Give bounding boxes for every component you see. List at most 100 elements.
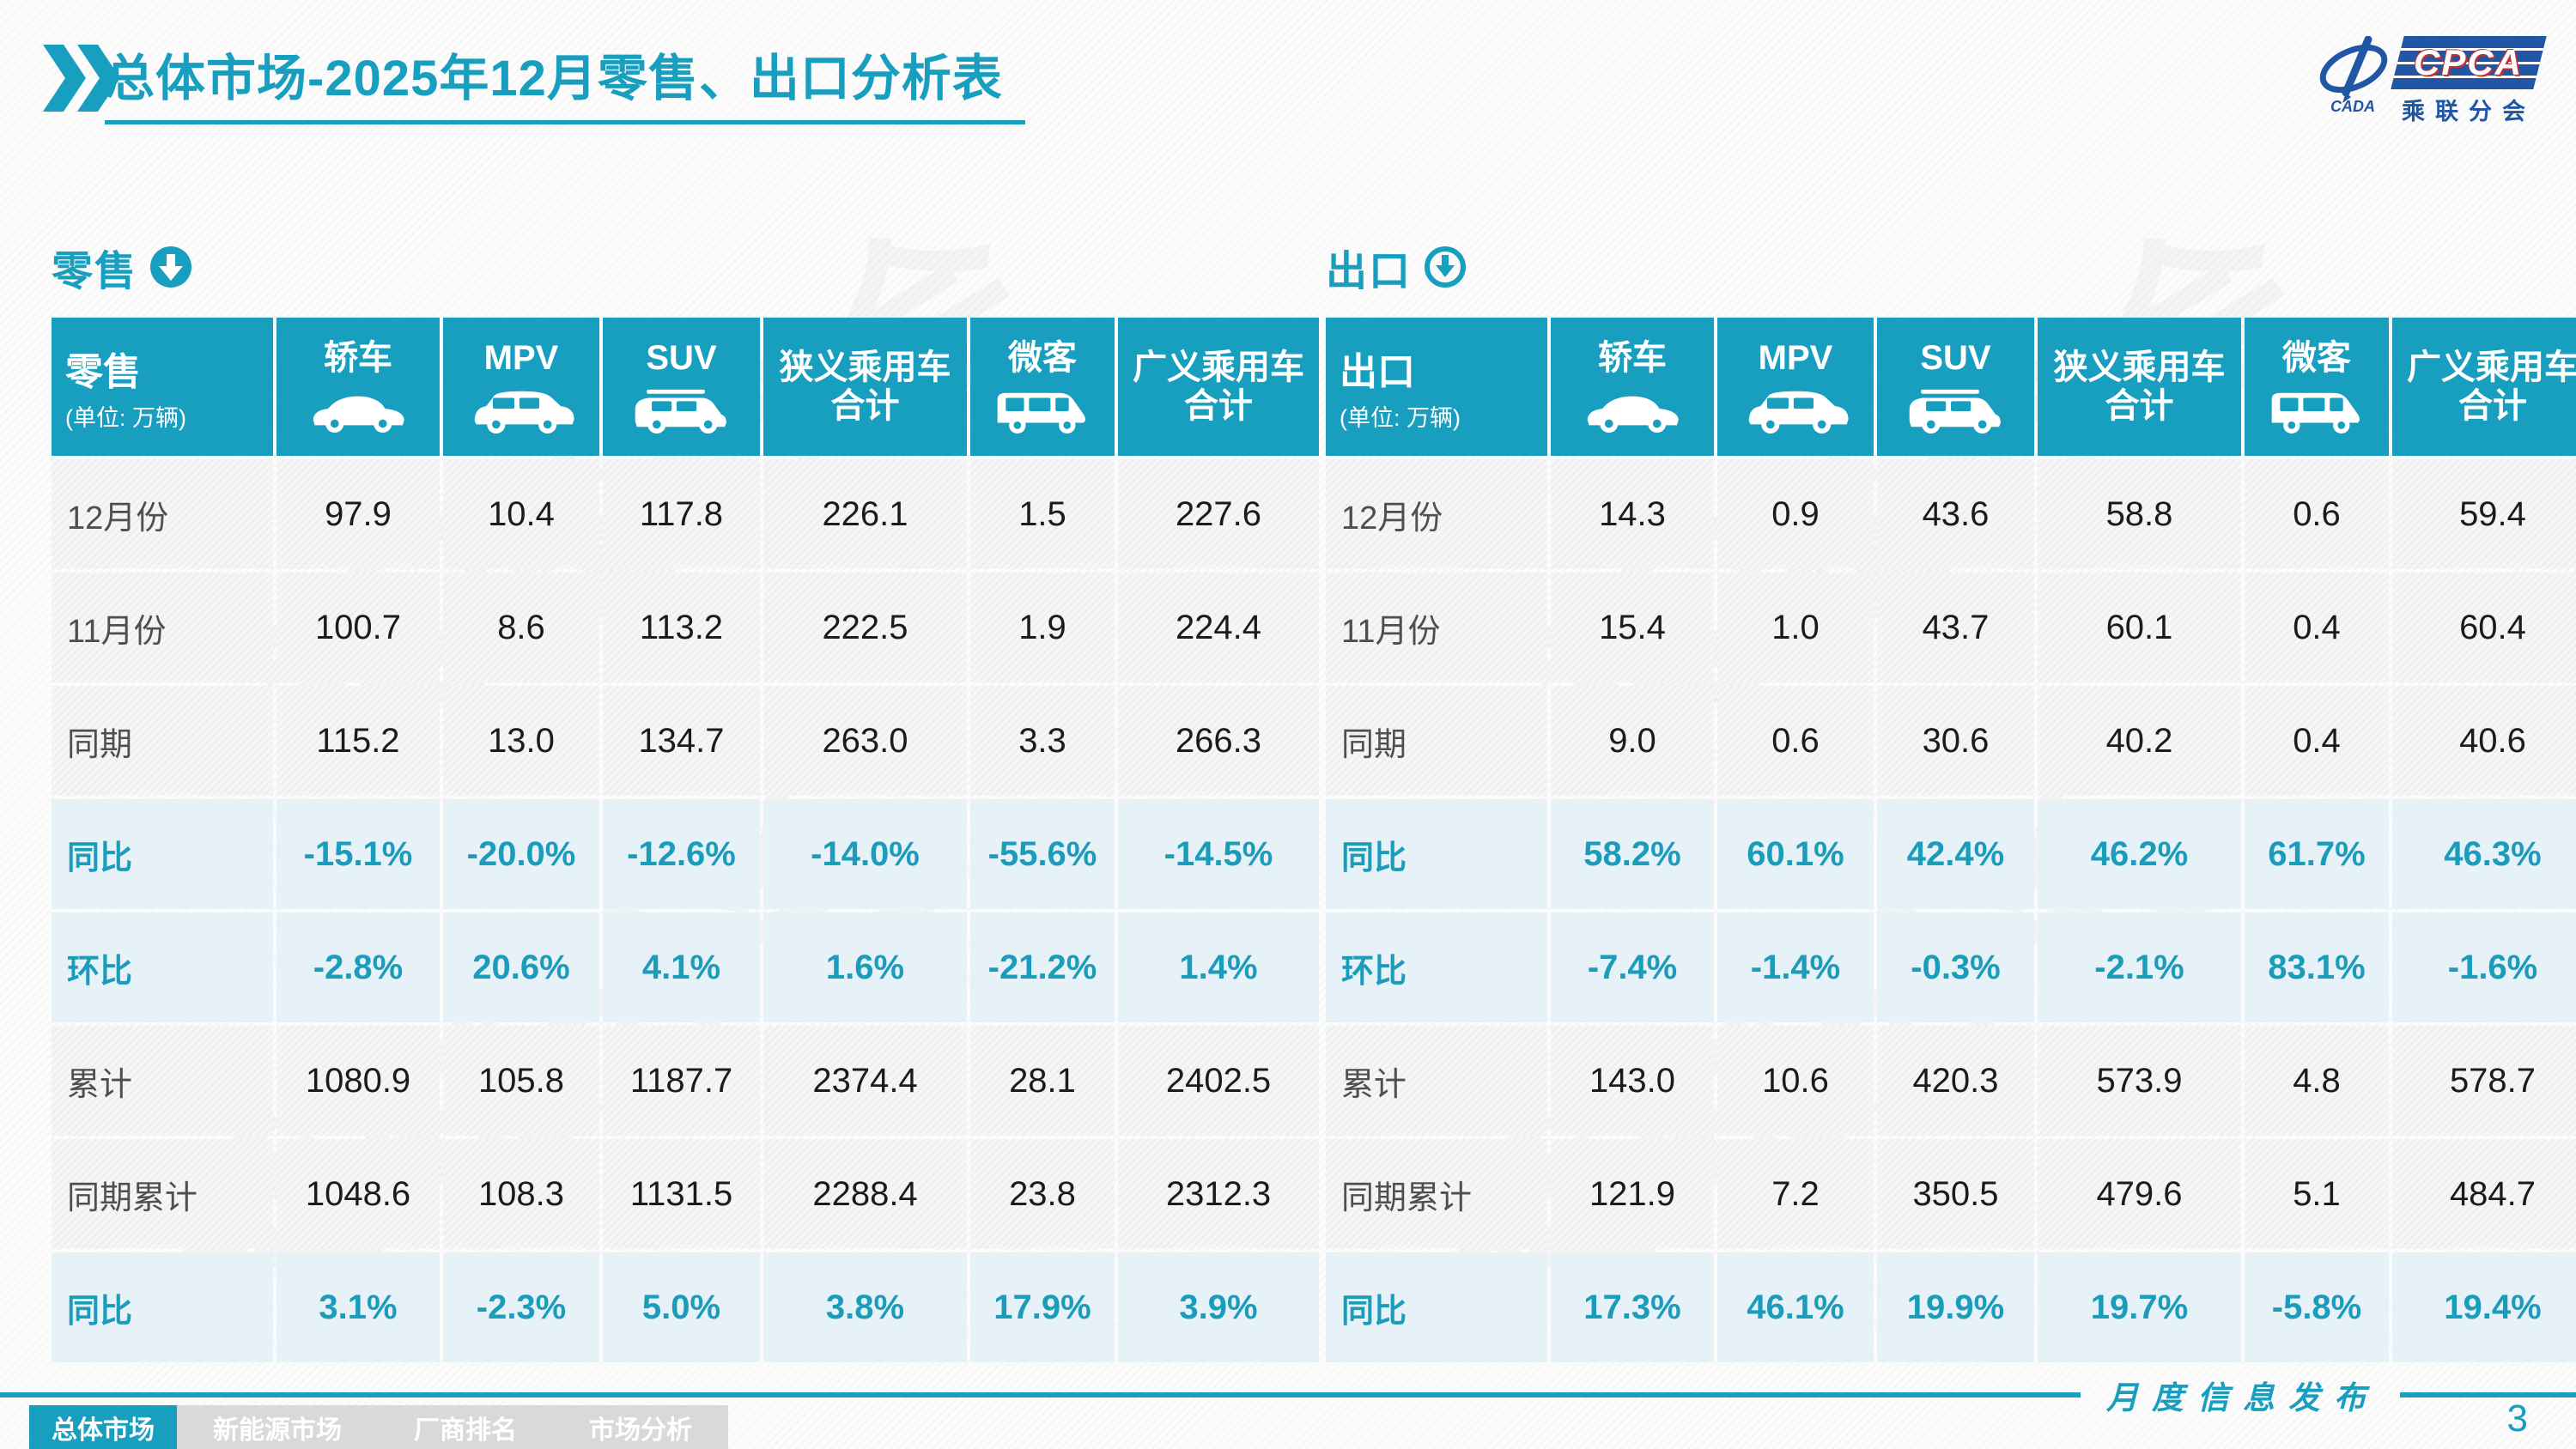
- column-header: 广义乘用车 合计: [1118, 318, 1319, 456]
- column-label: SUV: [646, 339, 717, 378]
- data-cell: 117.8: [603, 459, 760, 569]
- data-cell: 224.4: [1118, 573, 1319, 682]
- data-cell: 1048.6: [276, 1139, 440, 1249]
- data-cell: 121.9: [1551, 1139, 1714, 1249]
- row-label: 环比: [1326, 912, 1547, 1022]
- data-cell: 105.8: [443, 1026, 599, 1136]
- data-cell: 58.2%: [1551, 799, 1714, 909]
- data-cell: 10.6: [1717, 1026, 1874, 1136]
- table-title: 出口: [1340, 351, 1415, 393]
- data-cell: -55.6%: [970, 799, 1115, 909]
- nav-tab-2[interactable]: 新能源市场: [177, 1405, 378, 1449]
- column-label: 狭义乘用车: [779, 348, 951, 386]
- data-cell: 60.4: [2392, 573, 2576, 682]
- row-label: 同期累计: [1326, 1139, 1547, 1249]
- data-cell: 1131.5: [603, 1139, 760, 1249]
- nav-tab-3[interactable]: 厂商排名: [378, 1405, 553, 1449]
- nav-tab-1[interactable]: 总体市场: [29, 1405, 177, 1449]
- export-section-title: 出口: [1326, 249, 1413, 294]
- column-header: 狭义乘用车 合计: [763, 318, 967, 456]
- data-cell: -5.8%: [2245, 1252, 2389, 1362]
- table-unit: (单位: 万辆): [65, 405, 186, 431]
- data-cell: -15.1%: [276, 799, 440, 909]
- data-cell: -0.3%: [1877, 912, 2034, 1022]
- data-cell: 3.8%: [763, 1252, 967, 1362]
- data-cell: 578.7: [2392, 1026, 2576, 1136]
- data-cell: 134.7: [603, 686, 760, 796]
- row-label: 同期: [52, 686, 273, 796]
- cpca-text: CPCA: [2414, 42, 2524, 82]
- data-cell: 59.4: [2392, 459, 2576, 569]
- data-cell: 0.6: [2245, 459, 2389, 569]
- column-label: 狭义乘用车: [2053, 348, 2226, 386]
- data-cell: 9.0: [1551, 686, 1714, 796]
- data-cell: 19.7%: [2038, 1252, 2241, 1362]
- data-cell: 1187.7: [603, 1026, 760, 1136]
- data-cell: -2.8%: [276, 912, 440, 1022]
- data-cell: 60.1%: [1717, 799, 1874, 909]
- data-cell: 266.3: [1118, 686, 1319, 796]
- data-cell: 2288.4: [763, 1139, 967, 1249]
- data-cell: 0.4: [2245, 573, 2389, 682]
- row-label: 11月份: [1326, 573, 1547, 682]
- row-label: 12月份: [52, 459, 273, 569]
- data-cell: -12.6%: [603, 799, 760, 909]
- van-icon: [989, 386, 1096, 434]
- row-label: 同比: [52, 1252, 273, 1362]
- data-cell: 43.6: [1877, 459, 2034, 569]
- data-cell: 8.6: [443, 573, 599, 682]
- page-title: 总体市场-2025年12月零售、出口分析表: [105, 34, 1025, 124]
- data-cell: 4.1%: [603, 912, 760, 1022]
- data-cell: 5.1: [2245, 1139, 2389, 1249]
- data-cell: 1.6%: [763, 912, 967, 1022]
- data-cell: 2374.4: [763, 1026, 967, 1136]
- data-cell: 143.0: [1551, 1026, 1714, 1136]
- column-label: MPV: [483, 339, 559, 378]
- row-label: 同期: [1326, 686, 1547, 796]
- column-header: 轿车: [276, 318, 440, 456]
- data-cell: 4.8: [2245, 1026, 2389, 1136]
- row-label: 同比: [1326, 799, 1547, 909]
- data-cell: 15.4: [1551, 573, 1714, 682]
- data-cell: 479.6: [2038, 1139, 2241, 1249]
- column-header: 轿车: [1551, 318, 1714, 456]
- retail-table: 零售 (单位: 万辆) 轿车 MPV SUV 狭义乘用车 合计 微客 广义乘用车 合计 12月份 97…: [52, 318, 1319, 1362]
- sedan-icon: [1579, 386, 1686, 434]
- row-label: 同期累计: [52, 1139, 273, 1249]
- data-cell: 115.2: [276, 686, 440, 796]
- data-cell: 7.2: [1717, 1139, 1874, 1249]
- suv-icon: [1903, 386, 2009, 434]
- data-cell: 108.3: [443, 1139, 599, 1249]
- column-label: 微客: [2282, 339, 2351, 378]
- data-cell: 1.4%: [1118, 912, 1319, 1022]
- column-label: SUV: [1920, 339, 1991, 378]
- data-cell: 19.9%: [1877, 1252, 2034, 1362]
- bottom-nav: 总体市场 新能源市场 厂商排名 市场分析: [29, 1405, 728, 1449]
- data-cell: 46.1%: [1717, 1252, 1874, 1362]
- table-corner-header: 出口 (单位: 万辆): [1326, 318, 1547, 456]
- export-panel: 出口 乘联分会乘联分会 出口(单位: 万辆)轿车MPVSUV狭义乘用车合计微客广…: [1326, 239, 2576, 1362]
- column-label: 合计: [2458, 386, 2527, 425]
- data-cell: 17.3%: [1551, 1252, 1714, 1362]
- table-unit: (单位: 万辆): [1340, 405, 1461, 431]
- nav-tab-4[interactable]: 市场分析: [553, 1405, 728, 1449]
- mpv-icon: [1742, 386, 1849, 434]
- column-header: 狭义乘用车 合计: [2038, 318, 2241, 456]
- column-header: 微客: [970, 318, 1115, 456]
- retail-panel: 零售 乘联分会乘联分会 零售(单位: 万辆)轿车MPVSUV狭义乘用车合计微客广…: [52, 239, 1319, 1362]
- data-cell: 100.7: [276, 573, 440, 682]
- column-header: 广义乘用车 合计: [2392, 318, 2576, 456]
- data-cell: 14.3: [1551, 459, 1714, 569]
- data-cell: -2.1%: [2038, 912, 2241, 1022]
- column-label: 合计: [2105, 386, 2174, 425]
- data-cell: 60.1: [2038, 573, 2241, 682]
- column-label: 轿车: [324, 339, 392, 378]
- data-cell: 222.5: [763, 573, 967, 682]
- data-cell: 0.9: [1717, 459, 1874, 569]
- data-cell: 43.7: [1877, 573, 2034, 682]
- data-cell: 46.3%: [2392, 799, 2576, 909]
- row-label: 同比: [52, 799, 273, 909]
- column-header: SUV: [603, 318, 760, 456]
- data-cell: 113.2: [603, 573, 760, 682]
- data-cell: 2402.5: [1118, 1026, 1319, 1136]
